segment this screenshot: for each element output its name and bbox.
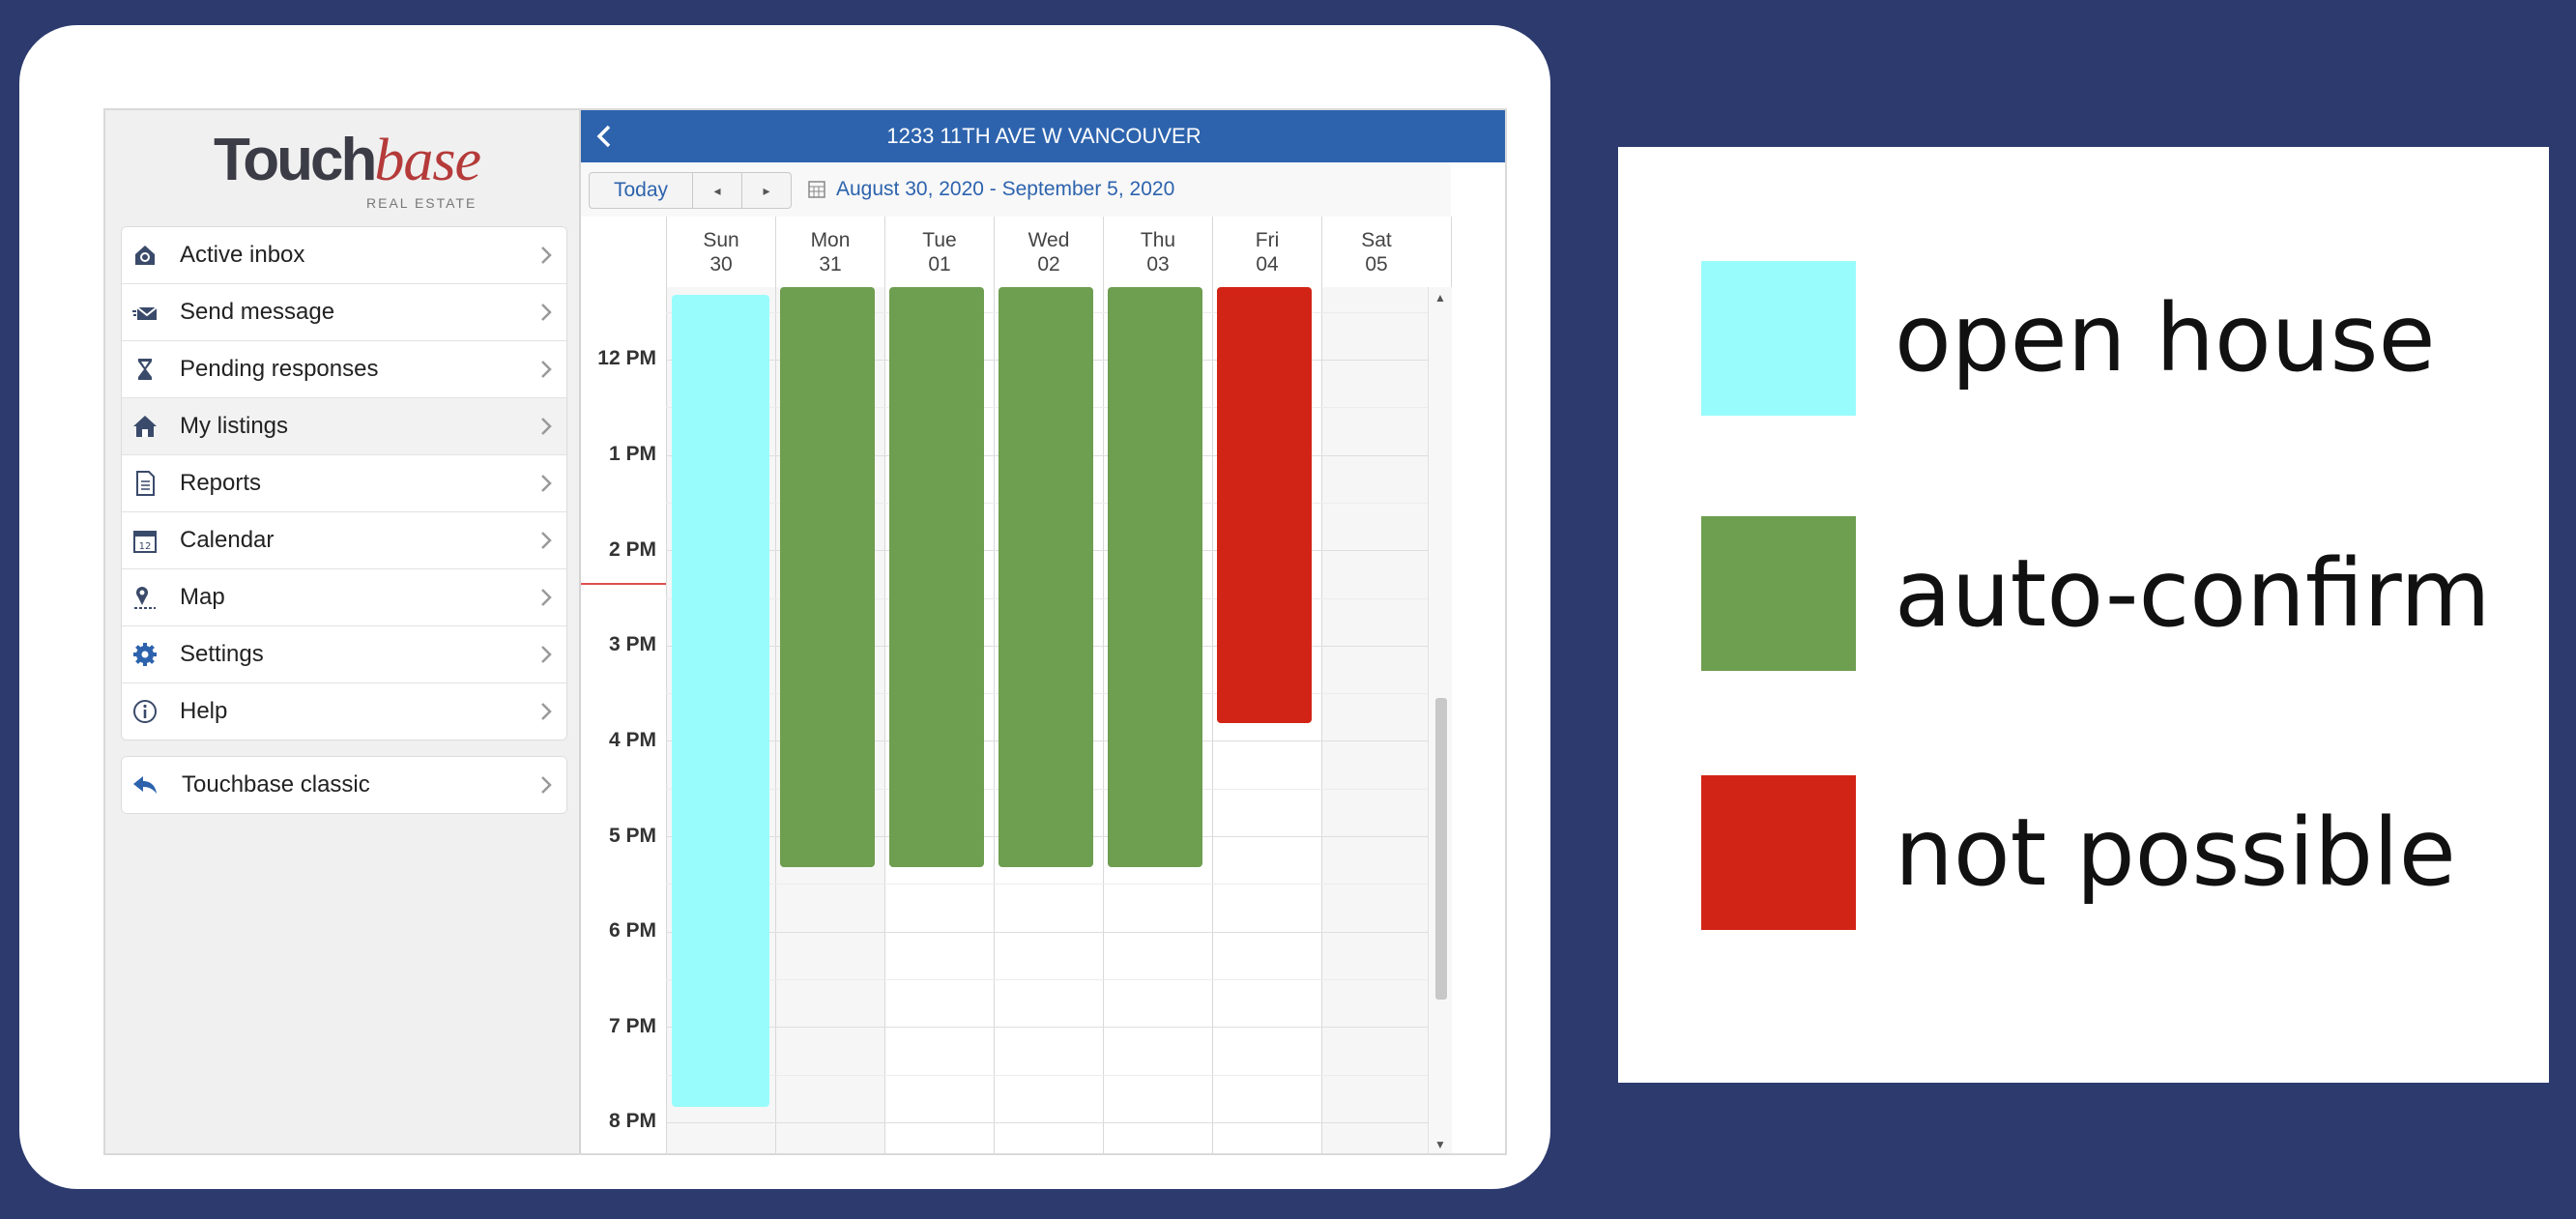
legend-swatch-auto-confirm <box>1701 516 1856 671</box>
chevron-right-icon <box>541 532 552 549</box>
main-menu: Active inbox Send message Pending respon… <box>121 226 567 740</box>
day-header-mon: Mon 31 <box>775 217 884 287</box>
time-label: 1 PM <box>608 443 656 465</box>
calendar-panel: 1233 11TH AVE W VANCOUVER Today ◂ ▸ Augu… <box>581 110 1505 1153</box>
inbox-icon <box>131 242 159 269</box>
sidebar-item-pending-responses[interactable]: Pending responses <box>122 341 566 398</box>
day-header-thu: Thu 03 <box>1103 217 1212 287</box>
event-auto-confirm-mon[interactable] <box>780 287 875 867</box>
chevron-right-icon <box>541 703 552 720</box>
hour-gridline <box>666 931 1428 933</box>
event-auto-confirm-wed[interactable] <box>999 287 1093 867</box>
half-hour-gridline <box>666 1074 1428 1076</box>
hour-gridline <box>666 1027 1428 1029</box>
house-icon <box>131 413 159 440</box>
sidebar-item-send-message[interactable]: Send message <box>122 284 566 341</box>
time-label: 3 PM <box>608 633 656 655</box>
legend-swatch-open-house <box>1701 261 1856 416</box>
reply-arrow-icon <box>131 771 159 798</box>
event-auto-confirm-tue[interactable] <box>889 287 984 867</box>
sidebar-item-active-inbox[interactable]: Active inbox <box>122 227 566 284</box>
day-header-fri: Fri 04 <box>1212 217 1321 287</box>
legend-item-not-possible: not possible <box>1701 775 2456 930</box>
legend-swatch-not-possible <box>1701 775 1856 930</box>
week-grid: Sun 30 Mon 31 Tue 01 Wed 02 Thu 03 Fri 04 Sat 0… <box>581 217 1452 1153</box>
svg-text:12: 12 <box>139 541 152 552</box>
day-header-row: Sun 30 Mon 31 Tue 01 Wed 02 Thu 03 Fri 04 Sat 0… <box>581 217 1451 288</box>
info-icon <box>131 698 159 725</box>
calendar-icon: 12 <box>131 527 159 554</box>
chevron-right-icon <box>541 776 552 794</box>
half-hour-gridline <box>666 884 1428 885</box>
chevron-right-icon <box>541 646 552 663</box>
chevron-right-icon <box>541 418 552 435</box>
time-label: 7 PM <box>608 1015 656 1037</box>
next-week-button[interactable]: ▸ <box>741 172 792 209</box>
current-time-indicator <box>581 583 666 585</box>
sidebar: Touchbase REAL ESTATE Active inbox Send … <box>105 110 581 1153</box>
time-label: 6 PM <box>608 919 656 942</box>
chevron-right-icon <box>541 361 552 378</box>
sidebar-item-touchbase-classic[interactable]: Touchbase classic <box>122 757 566 813</box>
day-header-tue: Tue 01 <box>884 217 994 287</box>
sidebar-item-help[interactable]: Help <box>122 683 566 740</box>
touchbase-logo: Touchbase REAL ESTATE <box>214 127 481 211</box>
chevron-right-icon <box>541 247 552 264</box>
legend-item-auto-confirm: auto-confirm <box>1701 516 2491 671</box>
time-label: 5 PM <box>608 825 656 847</box>
event-not-possible-fri[interactable] <box>1217 287 1312 723</box>
calendar-grid-icon <box>808 181 825 198</box>
scrollbar-thumb[interactable] <box>1435 698 1447 1000</box>
hour-gridline <box>666 1121 1428 1123</box>
time-label: 4 PM <box>608 729 656 751</box>
today-button[interactable]: Today <box>589 172 693 209</box>
sidebar-item-reports[interactable]: Reports <box>122 455 566 512</box>
chevron-right-icon <box>541 475 552 492</box>
half-hour-gridline <box>666 978 1428 980</box>
listing-address: 1233 11TH AVE W VANCOUVER <box>886 124 1201 148</box>
event-auto-confirm-thu[interactable] <box>1108 287 1202 867</box>
time-grid: 12 PM 1 PM 2 PM 3 PM 4 PM 5 PM 6 PM 7 PM… <box>581 287 1428 1153</box>
date-range[interactable]: August 30, 2020 - September 5, 2020 <box>807 178 1174 201</box>
listing-header: 1233 11TH AVE W VANCOUVER <box>581 110 1505 162</box>
day-header-wed: Wed 02 <box>994 217 1103 287</box>
time-axis: 12 PM 1 PM 2 PM 3 PM 4 PM 5 PM 6 PM 7 PM… <box>581 287 666 1153</box>
sidebar-item-calendar[interactable]: 12 Calendar <box>122 512 566 569</box>
calendar-toolbar: Today ◂ ▸ August 30, 2020 - September 5,… <box>581 162 1451 218</box>
day-column-sat[interactable] <box>1321 287 1428 1153</box>
time-label: 8 PM <box>608 1110 656 1132</box>
sidebar-item-settings[interactable]: Settings <box>122 626 566 683</box>
tablet-frame: Touchbase REAL ESTATE Active inbox Send … <box>19 25 1550 1189</box>
time-label: 2 PM <box>608 538 656 561</box>
touchbase-app: Touchbase REAL ESTATE Active inbox Send … <box>103 108 1507 1155</box>
time-label: 12 PM <box>597 347 656 369</box>
hourglass-icon <box>131 356 159 383</box>
sidebar-item-map[interactable]: Map <box>122 569 566 626</box>
gear-icon <box>131 641 159 668</box>
chevron-right-icon <box>541 304 552 321</box>
chevron-right-icon <box>541 589 552 606</box>
day-header-sun: Sun 30 <box>666 217 775 287</box>
previous-week-button[interactable]: ◂ <box>692 172 742 209</box>
legend-item-open-house: open house <box>1701 261 2436 416</box>
map-pin-icon <box>131 584 159 611</box>
envelope-icon <box>131 299 159 326</box>
legend-panel: open house auto-confirm not possible <box>1618 147 2549 1083</box>
calendar-scrollbar[interactable]: ▲ ▼ <box>1428 287 1452 1153</box>
sidebar-item-my-listings[interactable]: My listings <box>122 398 566 455</box>
event-open-house-sun[interactable] <box>672 295 769 1107</box>
scroll-up-arrow-icon[interactable]: ▲ <box>1434 291 1446 305</box>
day-header-sat: Sat 05 <box>1321 217 1431 287</box>
document-icon <box>131 470 159 497</box>
secondary-menu: Touchbase classic <box>121 756 567 814</box>
back-arrow-icon[interactable] <box>591 122 620 151</box>
scroll-down-arrow-icon[interactable]: ▼ <box>1434 1138 1446 1151</box>
